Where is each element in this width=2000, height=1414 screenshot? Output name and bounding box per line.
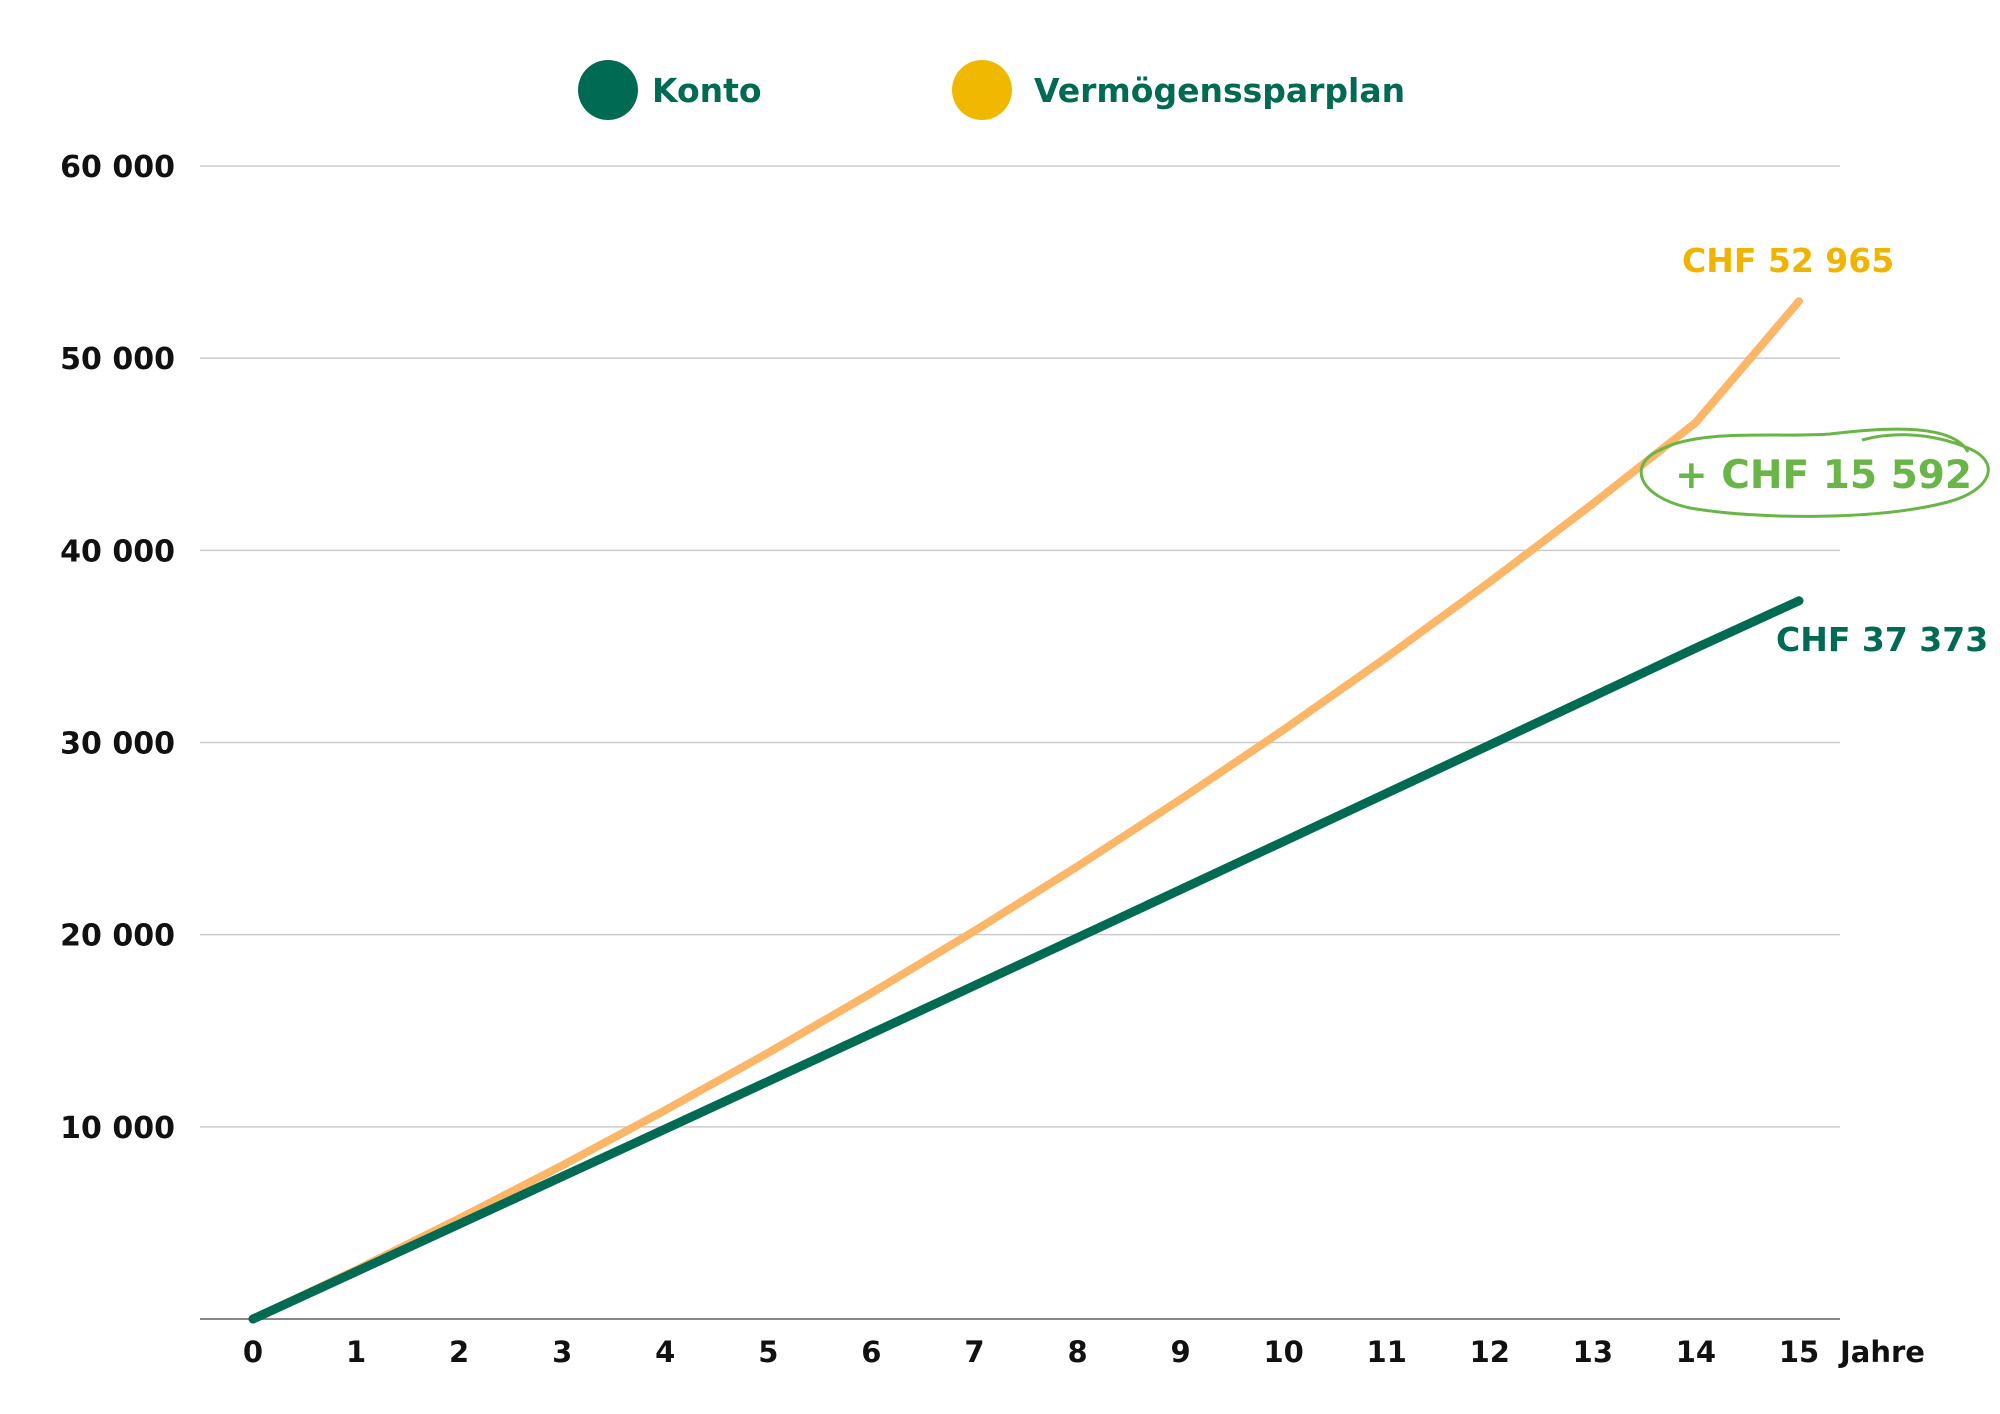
x-tick-label: 9 xyxy=(1171,1335,1191,1369)
series-line-konto xyxy=(248,596,1804,1324)
x-tick-label: 0 xyxy=(243,1335,263,1369)
legend-item-vermoegenssparplan[interactable]: Vermögenssparplan xyxy=(952,60,1405,120)
y-tick-label: 50 000 xyxy=(60,342,175,377)
hand-drawn-ellipse xyxy=(1639,427,1990,518)
x-tick-label: 4 xyxy=(655,1335,675,1369)
legend-label-vermoegenssparplan: Vermögenssparplan xyxy=(1034,71,1405,110)
legend-label-konto: Konto xyxy=(652,71,762,110)
difference-annotation: + CHF 15 592 xyxy=(1639,427,1990,518)
series-lines xyxy=(248,297,1804,1324)
x-tick-label: 8 xyxy=(1067,1335,1087,1369)
legend-item-konto[interactable]: Konto xyxy=(578,60,762,120)
x-tick-label: 14 xyxy=(1676,1335,1716,1369)
y-tick-label: 30 000 xyxy=(60,727,175,762)
legend-swatch-konto xyxy=(578,60,638,120)
legend: Konto Vermögenssparplan xyxy=(578,60,1405,120)
x-axis-title: Jahre xyxy=(1838,1335,1925,1369)
x-tick-label: 6 xyxy=(861,1335,881,1369)
x-tick-label: 7 xyxy=(964,1335,984,1369)
x-tick-label: 1 xyxy=(346,1335,366,1369)
end-label-vermoegenssparplan: CHF 52 965 xyxy=(1682,241,1894,280)
end-label-konto: CHF 37 373 xyxy=(1776,620,1988,659)
x-tick-label: 13 xyxy=(1573,1335,1613,1369)
x-tick-label: 3 xyxy=(552,1335,572,1369)
series-line-vermoegenssparplan xyxy=(249,297,1803,1323)
x-tick-label: 2 xyxy=(449,1335,469,1369)
x-tick-label: 10 xyxy=(1263,1335,1303,1369)
legend-swatch-vermoegenssparplan xyxy=(952,60,1012,120)
y-tick-label: 20 000 xyxy=(60,919,175,954)
x-tick-label: 11 xyxy=(1367,1335,1407,1369)
y-tick-label: 40 000 xyxy=(60,534,175,569)
difference-label: + CHF 15 592 xyxy=(1675,453,1972,498)
y-axis-ticks: 10 000 20 000 30 000 40 000 50 000 60 000 xyxy=(60,150,175,1146)
gridlines xyxy=(200,165,1840,1128)
x-tick-label: 12 xyxy=(1470,1335,1510,1369)
y-tick-label: 60 000 xyxy=(60,150,175,185)
x-tick-label: 15 xyxy=(1779,1335,1819,1369)
x-tick-label: 5 xyxy=(758,1335,778,1369)
y-tick-label: 10 000 xyxy=(60,1111,175,1146)
x-axis-ticks: 0 1 2 3 4 5 6 7 8 9 10 11 12 13 14 15 xyxy=(243,1335,1819,1369)
